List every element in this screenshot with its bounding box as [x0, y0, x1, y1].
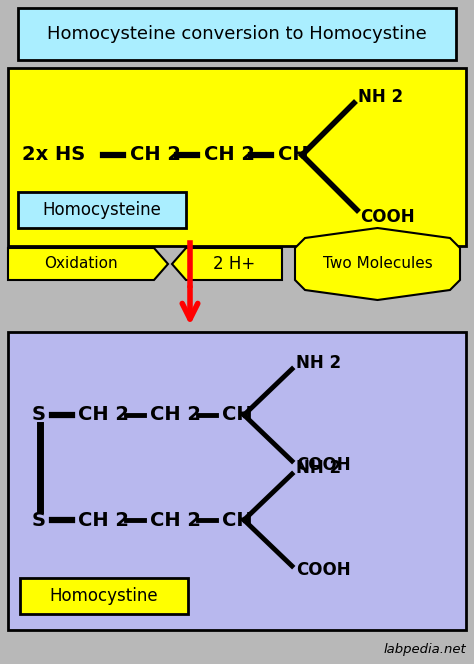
Text: CH 2: CH 2	[78, 406, 129, 424]
Text: 2x HS: 2x HS	[22, 145, 85, 165]
Text: Two Molecules: Two Molecules	[323, 256, 432, 272]
Text: CH 2: CH 2	[204, 145, 255, 165]
Text: COOH: COOH	[360, 208, 415, 226]
Text: CH: CH	[222, 511, 253, 529]
Text: COOH: COOH	[296, 456, 351, 474]
Text: 2 H+: 2 H+	[213, 255, 255, 273]
Text: labpedia.net: labpedia.net	[383, 643, 466, 656]
Polygon shape	[172, 248, 282, 280]
Text: COOH: COOH	[296, 561, 351, 579]
FancyBboxPatch shape	[8, 332, 466, 630]
FancyBboxPatch shape	[20, 578, 188, 614]
Text: CH 2: CH 2	[78, 511, 129, 529]
Text: CH 2: CH 2	[150, 511, 201, 529]
Text: NH 2: NH 2	[296, 354, 341, 372]
Text: CH: CH	[278, 145, 309, 165]
Text: CH 2: CH 2	[130, 145, 181, 165]
FancyBboxPatch shape	[18, 8, 456, 60]
Text: NH 2: NH 2	[296, 459, 341, 477]
Text: S: S	[32, 511, 46, 529]
FancyBboxPatch shape	[8, 68, 466, 246]
Text: NH 2: NH 2	[358, 88, 403, 106]
Text: Oxidation: Oxidation	[44, 256, 118, 272]
Text: Homocysteine conversion to Homocystine: Homocysteine conversion to Homocystine	[47, 25, 427, 43]
Text: S: S	[32, 406, 46, 424]
FancyBboxPatch shape	[18, 192, 186, 228]
Text: Homocystine: Homocystine	[50, 587, 158, 605]
Text: Homocysteine: Homocysteine	[43, 201, 162, 219]
Text: CH 2: CH 2	[150, 406, 201, 424]
Polygon shape	[295, 228, 460, 300]
Polygon shape	[8, 248, 168, 280]
Text: CH: CH	[222, 406, 253, 424]
